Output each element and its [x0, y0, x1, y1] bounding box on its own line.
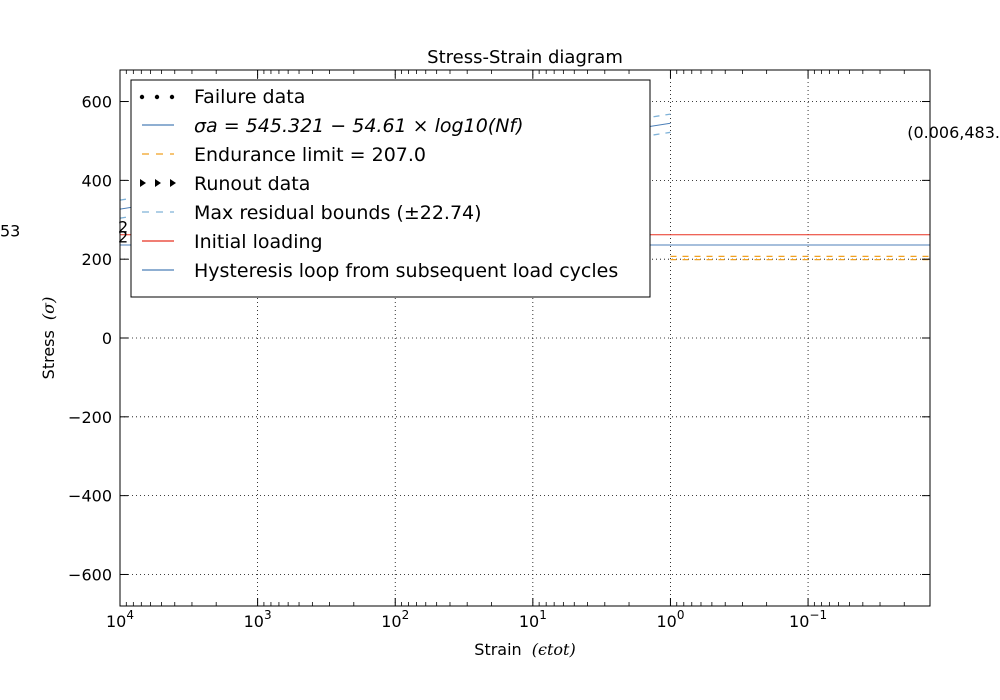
x-tick-label: 101: [519, 608, 547, 631]
annotations: (0.006,483. 53 22: [0, 123, 1000, 247]
y-tick-label: −400: [68, 487, 112, 506]
y-tick-label: 400: [81, 171, 112, 190]
legend-label: Initial loading: [194, 231, 323, 253]
legend-symbol-dot: [139, 94, 145, 100]
legend-label: Endurance limit = 207.0: [194, 144, 426, 166]
y-tick-label: −200: [68, 408, 112, 427]
x-tick-label-base: 10: [656, 612, 676, 631]
data-annotation: 53: [0, 221, 20, 240]
legend-symbol-dot: [154, 94, 160, 100]
legend-symbol-dot: [169, 94, 175, 100]
x-tick-label: 10−1: [789, 608, 827, 631]
x-tick-label: 102: [381, 608, 409, 631]
x-axis-label-text: Strain: [474, 640, 521, 659]
y-axis-label: Stress (σ): [39, 297, 58, 380]
legend-label: Runout data: [194, 173, 310, 195]
x-tick-label-exponent: −1: [809, 608, 827, 622]
x-tick-label-base: 10: [244, 612, 264, 631]
y-axis-label-math: (σ): [39, 297, 58, 320]
x-axis-label-math: (ϵtot): [532, 640, 576, 659]
y-tick-label: 0: [102, 329, 112, 348]
legend-label: σa = 545.321 − 54.61 × log10(Nf): [194, 115, 524, 137]
data-annotation: 2: [118, 228, 128, 247]
y-axis-label-text: Stress: [39, 330, 58, 379]
x-tick-label-exponent: 2: [402, 608, 410, 622]
x-tick-label-exponent: 4: [126, 608, 134, 622]
x-axis-label: Strain (ϵtot): [474, 640, 575, 659]
legend: Failure data σa = 545.321 − 54.61 × log10…: [130, 79, 651, 298]
legend-label: Max residual bounds (±22.74): [194, 202, 482, 224]
x-tick-label: 103: [244, 608, 272, 631]
data-annotation: 2: [118, 217, 128, 236]
x-tick-label-exponent: 3: [264, 608, 272, 622]
y-tick-label: −600: [68, 565, 112, 584]
x-tick-label-exponent: 1: [539, 608, 547, 622]
x-tick-label-exponent: 0: [677, 608, 685, 622]
chart-title: Stress-Strain diagram: [427, 47, 623, 68]
legend-symbol-triangle: [170, 179, 176, 187]
x-tick-label-base: 10: [106, 612, 126, 631]
legend-label: Failure data: [194, 86, 305, 108]
legend-symbol-triangle: [155, 179, 161, 187]
axis-ticks: 104 103 102 101 100 10−16004002000−200−400−60…: [68, 70, 930, 631]
legend-label: Hysteresis loop from subsequent load cyc…: [194, 260, 618, 282]
x-tick-label: 104: [106, 608, 134, 631]
y-tick-label: 600: [81, 93, 112, 112]
x-tick-label-base: 10: [789, 612, 809, 631]
x-tick-label: 100: [656, 608, 684, 631]
x-tick-label-base: 10: [381, 612, 401, 631]
y-tick-label: 200: [81, 250, 112, 269]
legend-box: [130, 79, 651, 298]
x-tick-label-base: 10: [519, 612, 539, 631]
legend-symbol-triangle: [140, 179, 146, 187]
data-annotation: (0.006,483.: [907, 123, 1000, 142]
